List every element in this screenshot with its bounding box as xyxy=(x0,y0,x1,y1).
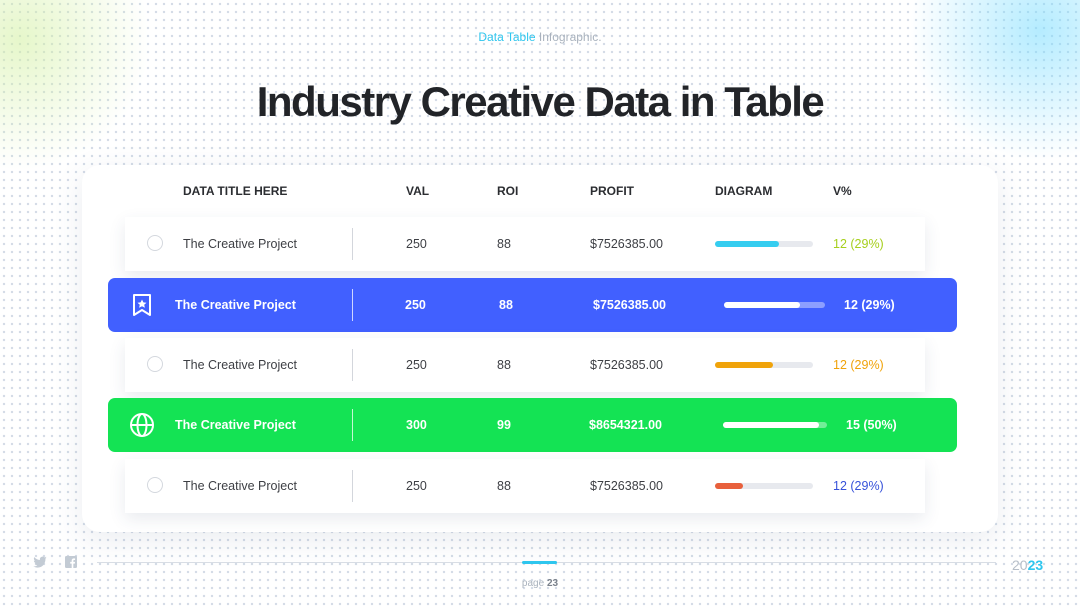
row-roi: 88 xyxy=(497,237,511,251)
column-header-val: VAL xyxy=(406,184,430,198)
row-roi: 99 xyxy=(497,418,511,432)
table-header: DATA TITLE HERE VAL ROI PROFIT DIAGRAM V… xyxy=(0,184,1080,200)
diagram-bar-fill xyxy=(724,302,800,308)
column-header-roi: ROI xyxy=(497,184,519,198)
row-divider xyxy=(352,349,353,381)
facebook-icon[interactable] xyxy=(63,554,79,570)
page-number-value: 23 xyxy=(546,578,559,589)
table-row-highlighted[interactable]: The Creative Project 250 88 $7526385.00 … xyxy=(108,278,957,332)
row-val: 300 xyxy=(406,418,427,432)
diagram-bar-fill xyxy=(723,422,819,428)
row-roi: 88 xyxy=(497,358,511,372)
diagram-bar xyxy=(715,241,813,247)
twitter-icon[interactable] xyxy=(32,554,48,570)
column-header-vpct: V% xyxy=(833,184,852,198)
column-header-title: DATA TITLE HERE xyxy=(183,184,288,198)
row-profit: $7526385.00 xyxy=(590,358,663,372)
row-vpct: 12 (29%) xyxy=(833,237,884,251)
row-val: 250 xyxy=(406,358,427,372)
row-vpct: 12 (29%) xyxy=(833,479,884,493)
diagram-bar-fill xyxy=(715,241,779,247)
subtitle-accent: Data Table xyxy=(478,30,536,44)
slide-subtitle: Data Table Infographic. xyxy=(0,30,1080,44)
diagram-bar xyxy=(724,302,825,308)
row-vpct: 12 (29%) xyxy=(844,298,895,312)
row-val: 250 xyxy=(406,237,427,251)
year-label: 2023 xyxy=(1012,557,1043,573)
footer-accent-bar xyxy=(522,561,557,564)
page-prefix: page xyxy=(521,578,547,589)
row-vpct: 12 (29%) xyxy=(833,358,884,372)
table-row[interactable]: The Creative Project 250 88 $7526385.00 … xyxy=(125,217,925,271)
row-divider xyxy=(352,470,353,502)
table-row-highlighted[interactable]: The Creative Project 300 99 $8654321.00 … xyxy=(108,398,957,452)
diagram-bar xyxy=(715,362,813,368)
row-profit: $7526385.00 xyxy=(593,298,666,312)
table-row[interactable]: The Creative Project 250 88 $7526385.00 … xyxy=(125,338,925,392)
page-number: page 23 xyxy=(0,578,1080,589)
column-header-diagram: DIAGRAM xyxy=(715,184,773,198)
row-val: 250 xyxy=(405,298,426,312)
row-divider xyxy=(352,228,353,260)
diagram-bar-fill xyxy=(715,483,744,489)
globe-icon xyxy=(130,413,154,437)
row-roi: 88 xyxy=(497,479,511,493)
row-roi: 88 xyxy=(499,298,513,312)
subtitle-rest: Infographic. xyxy=(535,30,602,44)
row-title: The Creative Project xyxy=(183,237,297,251)
bookmark-star-icon xyxy=(133,294,151,316)
row-radio[interactable] xyxy=(147,477,163,493)
row-divider xyxy=(352,289,353,321)
row-title: The Creative Project xyxy=(183,358,297,372)
row-profit: $7526385.00 xyxy=(590,479,663,493)
year-part2: 23 xyxy=(1027,557,1044,573)
row-title: The Creative Project xyxy=(175,418,296,432)
table-row[interactable]: The Creative Project 250 88 $7526385.00 … xyxy=(125,459,925,513)
row-profit: $7526385.00 xyxy=(590,237,663,251)
column-header-profit: PROFIT xyxy=(590,184,634,198)
row-radio[interactable] xyxy=(147,356,163,372)
diagram-bar-fill xyxy=(715,362,773,368)
row-title: The Creative Project xyxy=(175,298,296,312)
year-part1: 20 xyxy=(1012,557,1028,573)
row-profit: $8654321.00 xyxy=(589,418,662,432)
diagram-bar xyxy=(723,422,827,428)
row-divider xyxy=(352,409,353,441)
slide-title: Industry Creative Data in Table xyxy=(256,78,825,125)
row-radio[interactable] xyxy=(147,235,163,251)
row-val: 250 xyxy=(406,479,427,493)
row-title: The Creative Project xyxy=(183,479,297,493)
row-vpct: 15 (50%) xyxy=(846,418,897,432)
diagram-bar xyxy=(715,483,813,489)
